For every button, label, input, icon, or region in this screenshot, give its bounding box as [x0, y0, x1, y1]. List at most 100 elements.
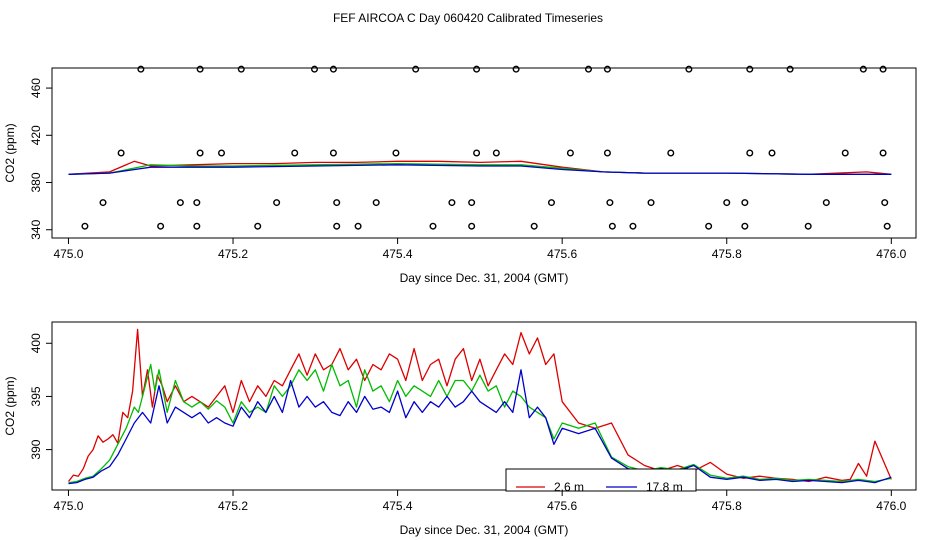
data-point	[329, 149, 337, 157]
y-tick-label: 400	[29, 333, 43, 353]
data-point	[768, 149, 776, 157]
data-point	[879, 65, 887, 73]
data-point	[99, 199, 107, 207]
page-title: FEF AIRCOA C Day 060420 Calibrated Times…	[333, 11, 603, 25]
x-axis-label: Day since Dec. 31, 2004 (GMT)	[400, 523, 569, 537]
data-point	[804, 222, 812, 230]
data-point	[530, 222, 538, 230]
data-point	[468, 199, 476, 207]
data-point	[879, 149, 887, 157]
data-point	[468, 222, 476, 230]
legend-label-17.8m: 17.8 m	[646, 480, 683, 494]
data-point	[647, 199, 655, 207]
data-point	[193, 199, 201, 207]
data-point	[333, 222, 341, 230]
data-point	[196, 149, 204, 157]
series-line-2.6m	[67, 328, 892, 483]
x-tick-label: 475.0	[53, 499, 83, 513]
x-tick-label: 475.2	[218, 247, 248, 261]
data-point	[606, 199, 614, 207]
y-axis: 340 380 420 460	[29, 78, 52, 240]
data-point	[705, 222, 713, 230]
legend-label-2.6m: 2.6 m	[554, 480, 584, 494]
data-point	[176, 199, 184, 207]
series-line-17.8m	[68, 369, 892, 485]
y-tick-label: 460	[29, 78, 43, 98]
data-point	[741, 222, 749, 230]
data-point	[157, 222, 165, 230]
data-point	[746, 149, 754, 157]
data-point	[859, 65, 867, 73]
data-point	[237, 65, 245, 73]
chart-panel-bottom: 475.0 475.2 475.4 475.6 475.8 476.0 390 395 400…	[3, 321, 917, 537]
x-tick-label: 476.0	[876, 247, 906, 261]
data-point	[547, 199, 555, 207]
data-point	[218, 149, 226, 157]
x-tick-label: 475.6	[547, 499, 577, 513]
x-axis-label: Day since Dec. 31, 2004 (GMT)	[400, 271, 569, 285]
series-group	[67, 328, 892, 485]
x-tick-label: 476.0	[876, 499, 906, 513]
y-axis-label: CO2 (ppm)	[3, 123, 17, 182]
legend-box	[505, 468, 697, 492]
data-point	[329, 65, 337, 73]
data-point	[372, 199, 380, 207]
series-line-CH2	[68, 363, 892, 484]
data-point	[608, 222, 616, 230]
data-point	[512, 65, 520, 73]
data-point	[117, 149, 125, 157]
y-tick-label: 395	[29, 386, 43, 406]
x-tick-label: 475.2	[218, 499, 248, 513]
data-point	[196, 65, 204, 73]
data-point	[137, 65, 145, 73]
data-point	[81, 222, 89, 230]
chart-panel-top: 475.0 475.2 475.4 475.6 475.8 476.0 340 380 420…	[3, 65, 917, 285]
data-point	[881, 199, 889, 207]
series-line-17.8m	[68, 164, 892, 175]
x-axis: 475.0 475.2 475.4 475.6 475.8 476.0	[53, 490, 907, 513]
data-point	[822, 199, 830, 207]
data-point	[429, 222, 437, 230]
data-point	[786, 65, 794, 73]
y-tick-label: 340	[29, 219, 43, 239]
data-point	[603, 65, 611, 73]
data-point	[273, 199, 281, 207]
y-tick-label: 420	[29, 125, 43, 145]
plot-frame	[51, 321, 917, 491]
y-axis-label: CO2 (ppm)	[3, 376, 17, 435]
data-point	[667, 149, 675, 157]
series-group	[68, 65, 892, 230]
x-tick-label: 475.8	[712, 499, 742, 513]
data-point	[473, 65, 481, 73]
data-point	[492, 149, 500, 157]
plot-frame	[51, 67, 917, 239]
data-point	[883, 222, 891, 230]
data-point	[603, 149, 611, 157]
data-point	[629, 222, 637, 230]
y-tick-label: 380	[29, 172, 43, 192]
data-point	[841, 149, 849, 157]
x-tick-label: 475.6	[547, 247, 577, 261]
data-point	[585, 65, 593, 73]
data-point	[566, 149, 574, 157]
data-point	[254, 222, 262, 230]
x-tick-label: 475.0	[53, 247, 83, 261]
data-point	[354, 222, 362, 230]
data-point	[193, 222, 201, 230]
y-tick-label: 390	[29, 439, 43, 459]
x-tick-label: 475.4	[383, 247, 413, 261]
data-point	[448, 199, 456, 207]
data-point	[392, 149, 400, 157]
data-point	[473, 149, 481, 157]
data-point	[333, 199, 341, 207]
data-point	[291, 149, 299, 157]
data-point	[412, 65, 420, 73]
legend: 2.6 m 17.8 m	[505, 468, 697, 494]
y-axis: 390 395 400	[29, 333, 52, 460]
data-point	[723, 199, 731, 207]
data-point	[746, 65, 754, 73]
data-point	[741, 199, 749, 207]
data-point	[685, 65, 693, 73]
data-point	[310, 65, 318, 73]
